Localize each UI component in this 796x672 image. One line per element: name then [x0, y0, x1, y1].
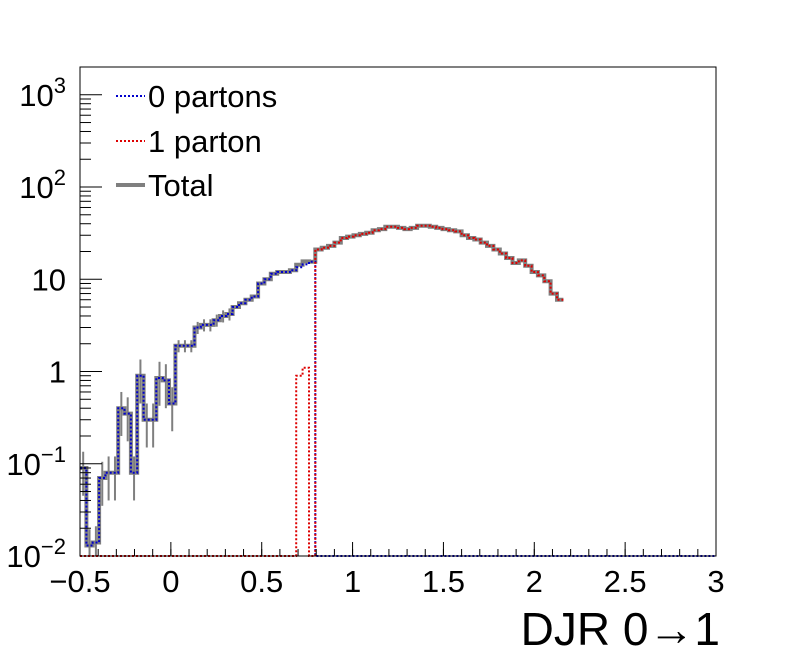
x-tick-label: −0.5 [49, 564, 110, 599]
y-tick-label: 102 [19, 165, 66, 205]
x-tick-label: 2 [526, 564, 543, 599]
x-tick-label: 1.5 [422, 564, 465, 599]
legend-label-1-parton: 1 parton [148, 124, 262, 159]
x-tick-label: 1 [344, 564, 361, 599]
legend-label-total: Total [148, 168, 213, 203]
x-tick-label: 3 [707, 564, 724, 599]
x-tick-label: 0.5 [240, 564, 283, 599]
x-tick-label: 2.5 [604, 564, 647, 599]
plot-frame [79, 66, 717, 557]
y-tick-label: 10−1 [6, 442, 66, 482]
y-tick-label: 10−2 [6, 534, 66, 574]
legend: 0 partons 1 parton Total [116, 79, 277, 203]
axis-layer: −0.5 0 0.5 1 1.5 2 2.5 3 10−2 10−1 1 10 102 103 [6, 66, 725, 599]
legend-label-0-partons: 0 partons [148, 79, 277, 114]
legend-entry-0-partons: 0 partons [116, 79, 277, 114]
legend-entry-1-parton: 1 parton [116, 124, 262, 159]
legend-entry-total: Total [116, 168, 213, 203]
series-line-1 [80, 224, 564, 557]
x-axis-title: DJR 0→1 [521, 603, 720, 655]
series-layer [80, 223, 716, 557]
x-tick-label: 0 [162, 564, 179, 599]
y-tick-label: 1 [49, 355, 66, 390]
y-tick-label: 103 [19, 73, 66, 113]
y-tick-label: 10 [32, 262, 66, 297]
series-1-parton [80, 224, 564, 557]
